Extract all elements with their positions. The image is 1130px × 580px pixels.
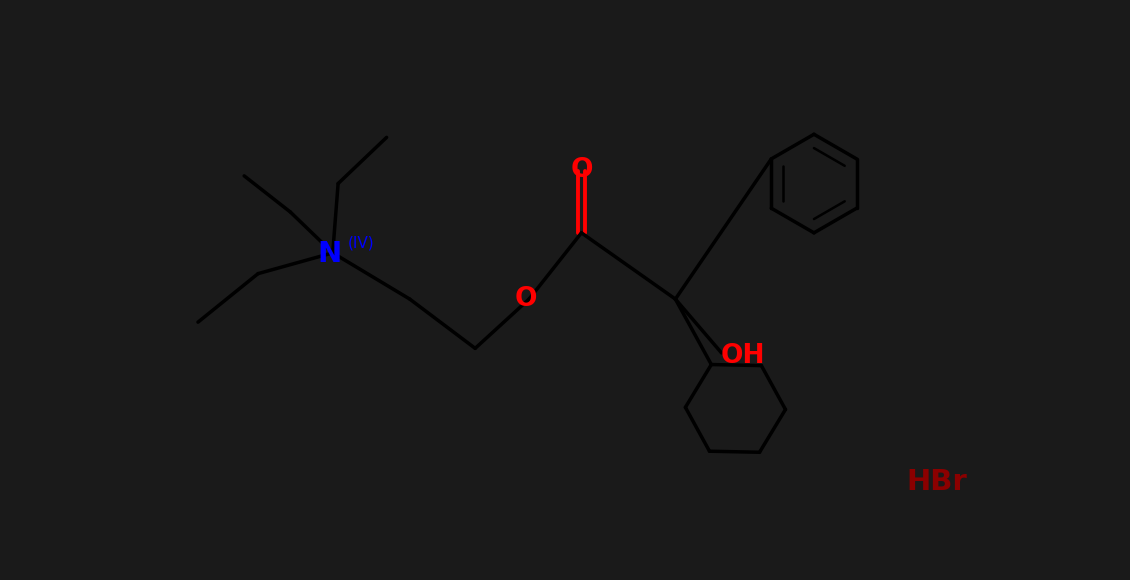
Text: HBr: HBr	[906, 467, 967, 495]
Text: OH: OH	[721, 343, 765, 369]
Text: O: O	[515, 286, 537, 312]
Text: O: O	[571, 157, 592, 183]
Text: N: N	[318, 240, 341, 269]
Text: (IV): (IV)	[347, 235, 374, 251]
